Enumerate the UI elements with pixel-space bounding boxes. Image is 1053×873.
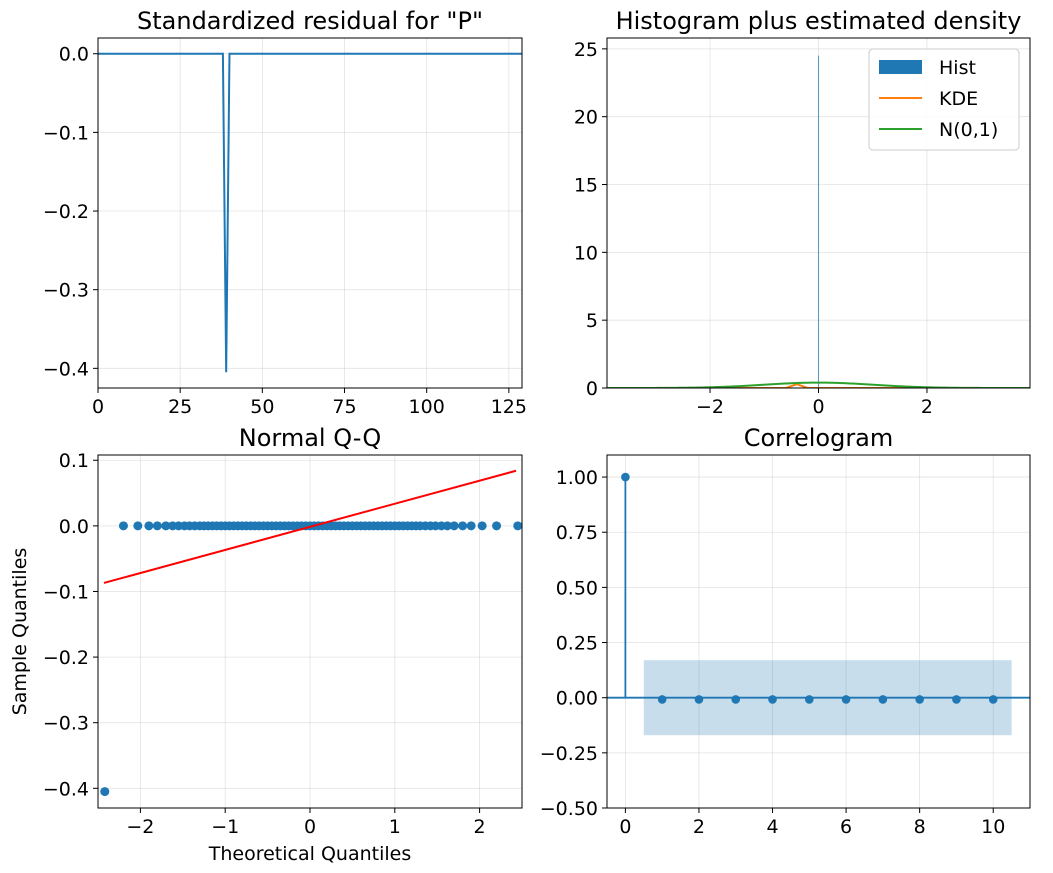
y-tick-label: 0.1 (59, 450, 89, 472)
plot-area (100, 469, 522, 797)
acf-marker (657, 695, 667, 704)
y-tick-label: 0.0 (59, 516, 89, 538)
plot-frame (97, 37, 523, 389)
qq-point (492, 521, 502, 531)
y-tick-label: 0.25 (556, 633, 598, 655)
x-tick-label: 8 (914, 816, 926, 838)
y-tick-label: 20 (574, 107, 598, 129)
y-tick-label: −0.3 (43, 280, 89, 302)
qq-point (513, 521, 522, 531)
y-tick-label: −0.25 (540, 743, 598, 765)
y-tick-label: −0.1 (43, 122, 89, 144)
y-axis-label: Sample Quantiles (9, 548, 31, 716)
y-tick-label: 15 (574, 175, 598, 197)
y-tick-label: −0.2 (43, 201, 89, 223)
acf-marker (805, 695, 814, 704)
legend-label: N(0,1) (939, 119, 998, 141)
y-tick-label: −0.3 (43, 713, 89, 735)
y-tick-label: 0 (586, 378, 598, 400)
y-tick-label: −0.50 (540, 798, 598, 820)
qq-point (458, 521, 468, 531)
legend-frame (868, 48, 1020, 151)
x-tick-label: −2 (696, 396, 724, 418)
qq-point (477, 521, 487, 531)
x-axis-label: Theoretical Quantiles (208, 843, 411, 865)
x-tick-label: 0 (812, 396, 824, 418)
legend-swatch-hist (879, 60, 922, 74)
y-tick-label: 0.0 (59, 44, 89, 66)
x-tick-label: 2 (693, 816, 705, 838)
panel-standardized-residual: 0 25 50 75 100 125 0.0 −0.1 −0.2 −0.3 −0.4 Standard… (43, 7, 527, 418)
y-tick-label: 25 (574, 39, 598, 61)
x-tick-label: 25 (168, 396, 192, 418)
qq-point (466, 521, 476, 531)
y-tick-label: −0.1 (43, 581, 89, 603)
y-tick-label: −0.4 (43, 778, 89, 800)
qq-point (449, 521, 459, 531)
acf-marker (694, 695, 704, 704)
y-tick-label: 0.00 (556, 688, 598, 710)
x-tick-label: 6 (840, 816, 852, 838)
legend-label: KDE (939, 88, 978, 110)
qq-point (442, 521, 452, 531)
y-tick-label: 0.50 (556, 577, 598, 599)
x-tick-label: 75 (332, 396, 356, 418)
acf-marker (841, 695, 851, 704)
x-tick-label: 0 (304, 816, 316, 838)
x-tick-label: −2 (126, 816, 154, 838)
panel-title: Normal Q-Q (239, 424, 381, 452)
y-tick-label: 0.75 (556, 522, 598, 544)
kde-line (607, 383, 1030, 388)
qq-point (133, 521, 143, 531)
panel-title: Histogram plus estimated density (616, 7, 1022, 35)
x-tick-label: 2 (474, 816, 486, 838)
y-tick-label: −0.4 (43, 358, 89, 380)
x-tick-label: −1 (211, 816, 239, 838)
acf-marker (768, 695, 777, 704)
panel-title: Standardized residual for "P" (137, 7, 483, 35)
x-tick-label: 0 (619, 816, 631, 838)
y-tick-label: −0.2 (43, 647, 89, 669)
x-tick-label: 125 (491, 396, 527, 418)
qq-outlier-point (100, 787, 110, 797)
panel-title: Correlogram (744, 424, 894, 452)
plot-area (98, 52, 522, 373)
qq-point (144, 521, 154, 531)
x-tick-label: 10 (981, 816, 1005, 838)
legend: Hist KDE N(0,1) (868, 48, 1020, 151)
acf-marker (731, 695, 741, 704)
x-tick-label: 100 (409, 396, 445, 418)
qq-point (118, 521, 128, 531)
qq-point (161, 521, 171, 531)
x-tick-label: 2 (921, 396, 933, 418)
hist-bar (817, 55, 820, 388)
acf-marker (878, 695, 888, 704)
plot-frame (606, 454, 1031, 809)
panel-correlogram: 0 2 4 6 8 10 1.00 0.75 0.50 0.25 0.00 −0.25 −0.50 Cor… (540, 424, 1031, 838)
acf-marker (952, 695, 961, 704)
x-tick-label: 1 (389, 816, 401, 838)
acf-marker (988, 695, 998, 704)
y-tick-label: 10 (574, 242, 598, 264)
acf-marker (621, 472, 630, 482)
y-tick-label: 5 (586, 310, 598, 332)
legend-label: Hist (939, 57, 976, 79)
x-tick-label: 50 (250, 396, 274, 418)
x-tick-label: 4 (766, 816, 778, 838)
x-tick-label: 0 (92, 396, 104, 418)
qq-point (152, 521, 162, 531)
y-tick-label: 1.00 (556, 467, 598, 489)
acf-marker (915, 695, 924, 704)
residual-line (98, 52, 522, 373)
panel-normal-qq: −2 −1 0 1 2 0.1 0.0 −0.1 −0.2 −0.3 −0.4 Normal Q-Q T… (9, 424, 523, 865)
qq-reference-line (103, 469, 517, 584)
plot-area (607, 472, 1030, 736)
